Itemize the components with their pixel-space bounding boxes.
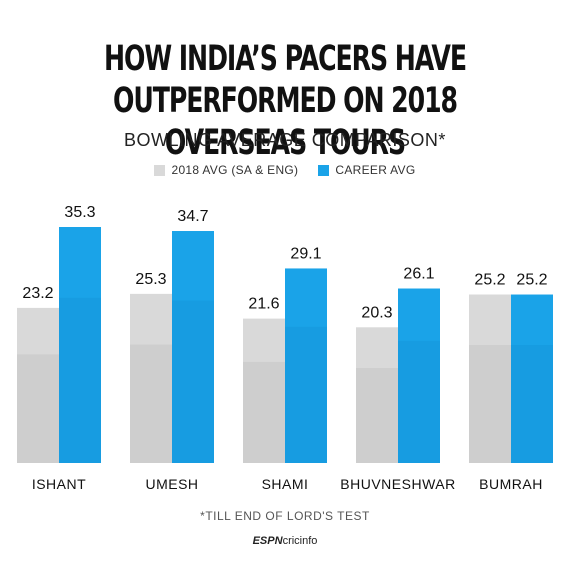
legend-label-2018: 2018 AVG (SA & ENG): [171, 163, 299, 177]
bar-bumrah-2018: [469, 294, 511, 463]
value-label-bumrah-2018: 25.2: [474, 272, 505, 289]
bar-shami-2018: [243, 318, 285, 463]
legend-swatch-2018: [154, 164, 166, 176]
brand-cricinfo: cricinfo: [282, 535, 318, 547]
bar-shade-umesh-2018: [130, 344, 172, 463]
bar-shami-career: [285, 268, 327, 463]
value-label-bumrah-career: 25.2: [516, 272, 547, 289]
bar-shade-umesh-career: [172, 300, 214, 463]
bar-ishant-career: [59, 227, 101, 463]
category-label-bumrah: BUMRAH: [479, 476, 543, 492]
espncricinfo-logo: ESPNcricinfo: [0, 535, 570, 547]
bar-bhuvneshwar-2018: [356, 327, 398, 463]
legend-swatch-career: [318, 164, 330, 176]
value-label-ishant-career: 35.3: [64, 204, 95, 221]
bar-shade-bhuvneshwar-2018: [356, 367, 398, 463]
bar-shade-shami-career: [285, 326, 327, 463]
title-line-2: OUTPERFORMED ON 2018 OVERSEAS TOURS: [112, 81, 458, 163]
value-label-shami-career: 29.1: [290, 245, 321, 262]
legend-item-2018: 2018 AVG (SA & ENG): [154, 163, 298, 177]
legend-label-career: CAREER AVG: [335, 163, 416, 177]
bar-shade-shami-2018: [243, 361, 285, 463]
category-label-umesh: UMESH: [145, 476, 198, 492]
value-label-ishant-2018: 23.2: [22, 285, 53, 302]
value-label-shami-2018: 21.6: [248, 296, 279, 313]
bar-umesh-2018: [130, 293, 172, 463]
category-label-shami: SHAMI: [262, 476, 309, 492]
bar-shade-bumrah-2018: [469, 345, 511, 463]
brand-espn: ESPN: [252, 535, 283, 547]
title-line-1: HOW INDIA’S PACERS HAVE: [103, 39, 467, 79]
value-label-umesh-career: 34.7: [177, 208, 208, 225]
value-label-bhuvneshwar-2018: 20.3: [361, 304, 392, 321]
bar-shade-ishant-2018: [17, 354, 59, 463]
bar-bumrah-career: [511, 294, 553, 463]
chart-subtitle: BOWLING AVERAGE COMPARISON*: [124, 130, 446, 150]
footnote: *TILL END OF LORD'S TEST: [200, 509, 370, 523]
bar-shade-bumrah-career: [511, 345, 553, 463]
bar-shade-bhuvneshwar-career: [398, 340, 440, 463]
bar-umesh-career: [172, 231, 214, 463]
value-label-bhuvneshwar-career: 26.1: [403, 266, 434, 283]
category-label-ishant: ISHANT: [32, 476, 86, 492]
value-label-umesh-2018: 25.3: [135, 271, 166, 288]
legend-item-career: CAREER AVG: [318, 163, 415, 177]
bar-ishant-2018: [17, 307, 59, 463]
bar-bhuvneshwar-career: [398, 288, 440, 463]
bar-shade-ishant-career: [59, 297, 101, 463]
category-label-bhuvneshwar: BHUVNESHWAR: [340, 476, 455, 492]
bar-chart: 23.2 35.3 ISHANT 25.3 34.7 UMESH 21.6 29.1 SHAMI…: [17, 204, 553, 492]
chart-legend: 2018 AVG (SA & ENG) CAREER AVG: [0, 163, 570, 177]
